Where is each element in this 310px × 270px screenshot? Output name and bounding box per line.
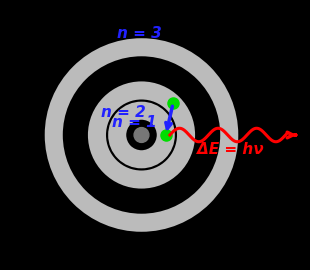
Circle shape: [134, 127, 149, 143]
Text: n = 1: n = 1: [112, 115, 157, 130]
Text: ΔE = hν: ΔE = hν: [197, 142, 264, 157]
Text: n = 2: n = 2: [101, 106, 146, 120]
Text: n = 3: n = 3: [117, 26, 162, 41]
